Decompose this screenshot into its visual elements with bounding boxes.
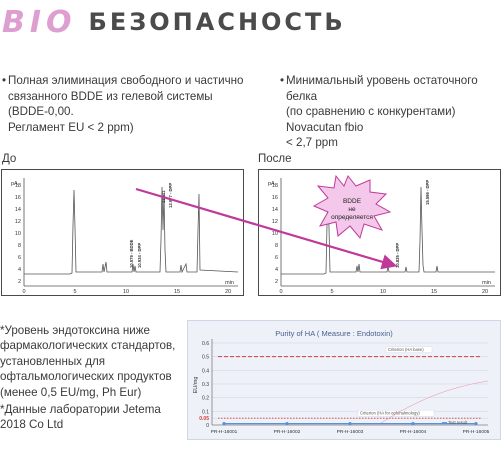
- y-tick-label: 14: [15, 207, 21, 213]
- y-tick-label: 2: [18, 279, 21, 285]
- footnote-endotoxin: *Уровень эндотоксина ниже фармакологичес…: [0, 324, 176, 399]
- bullet-dot: •: [2, 74, 7, 87]
- y-tick-label: 12: [15, 219, 21, 225]
- reference-label-box: [385, 346, 433, 353]
- y-tick-label: 0.5: [202, 355, 209, 361]
- reference-label-box: [357, 409, 435, 417]
- chromatogram-after-plot: pA 18 16 14 12 10 8 6 4 2 0 5 10 15 20 m…: [268, 178, 495, 295]
- y-tick-label: 0.4: [202, 368, 209, 374]
- x-unit-label: min: [225, 280, 234, 286]
- callout-line: BDDE: [343, 198, 362, 205]
- reference-label: Criterion (HA for ophthalmology): [360, 411, 420, 416]
- data-point: [348, 422, 352, 426]
- callout-line: определяется: [331, 214, 373, 221]
- y-tick-label: 0: [206, 423, 209, 429]
- peak-label: 10.579 - BDDE: [129, 239, 134, 268]
- y-tick-label: 18: [15, 183, 21, 189]
- page-title: БЕЗОПАСНОСТЬ: [88, 8, 346, 36]
- footnotes: *Уровень эндотоксина ниже фармакологичес…: [0, 323, 180, 433]
- x-tick-label: PR-H-16002: [274, 429, 301, 435]
- bullet-line: < 2,7 ppm: [286, 136, 338, 149]
- peak-label: 10.835 - DPP: [395, 243, 400, 268]
- y-axis-label: EU/mg: [193, 377, 199, 394]
- x-tick-label: 5: [330, 289, 333, 295]
- x-unit-label: min: [482, 280, 491, 286]
- y-unit-label: pA: [268, 181, 275, 187]
- x-tick-label: 20: [482, 289, 488, 295]
- x-tick-label: 0: [279, 289, 282, 295]
- bullet-bdde: • Полная элиминация свободного и частичн…: [2, 73, 252, 135]
- y-tick-label: 6: [18, 255, 21, 261]
- footnote-lab: *Данные лаборатории Jetema 2018 Co Ltd: [0, 403, 161, 432]
- y-tick-label: 8: [275, 243, 278, 249]
- bullet-line: связанного BDDE из гелевой системы (BDDE…: [8, 89, 213, 119]
- y-tick-label: 0.6: [202, 341, 209, 347]
- y-tick-label: 16: [272, 195, 278, 201]
- callout-burst: [312, 174, 392, 240]
- y-tick-label: 18: [272, 183, 278, 189]
- x-tick-label: 10: [380, 289, 386, 295]
- x-tick-label: 20: [225, 289, 231, 295]
- data-point: [285, 422, 289, 426]
- y-tick-label: 6: [275, 255, 278, 261]
- y-tick-label: 8: [18, 243, 21, 249]
- label-after: После: [258, 153, 292, 165]
- callout-line: не: [348, 206, 356, 213]
- y-tick-label: 0.05: [199, 416, 209, 422]
- chromatogram-before: pA 18 16 14 12 10 8 6 4 2 0 5 10 15 20 m…: [1, 169, 244, 296]
- y-tick-label: 0.2: [202, 396, 209, 402]
- y-tick-label: 12: [272, 219, 278, 225]
- data-point: [474, 422, 478, 426]
- y-tick-label: 4: [18, 267, 21, 273]
- peak-label: 13.977 - DPP: [168, 183, 173, 208]
- chromatogram-after: pA 18 16 14 12 10 8 6 4 2 0 5 10 15 20 m…: [258, 169, 501, 296]
- y-tick-label: 0.3: [202, 382, 209, 388]
- y-tick-label: 0.1: [202, 409, 209, 415]
- y-unit-label: pA: [11, 181, 18, 187]
- bullet-line: Минимальный уровень остаточного белка: [286, 74, 478, 103]
- bullet-line: Регламент EU < 2 ppm): [8, 120, 134, 134]
- x-tick-label: 5: [73, 289, 76, 295]
- x-tick-label: 0: [22, 289, 25, 295]
- bullet-dot: •: [280, 74, 285, 87]
- x-tick-label: 15: [174, 289, 180, 295]
- y-tick-label: 16: [15, 195, 21, 201]
- brand-wordmark: BIO: [2, 4, 77, 40]
- chart-title: Purity of HA ( Measure : Endotoxin): [275, 329, 393, 338]
- y-tick-label: 2: [275, 279, 278, 285]
- x-tick-label: 15: [431, 289, 437, 295]
- endotoxin-chart: Purity of HA ( Measure : Endotoxin) EU/m…: [193, 329, 490, 435]
- bullet-line: (по сравнению с конкурентами) Novacutan …: [286, 105, 456, 134]
- legend-label: Test result: [448, 420, 468, 425]
- page-header: BIO БЕЗОПАСНОСТЬ: [0, 4, 346, 40]
- x-tick-label: PR-H-16001: [211, 429, 238, 435]
- bullet-line: Полная элиминация свободного и частично: [8, 74, 244, 87]
- bullet-protein: • Минимальный уровень остаточного белка …: [280, 73, 503, 151]
- x-tick-label: PR-H-16004: [400, 429, 427, 435]
- data-point: [411, 422, 415, 426]
- chromatogram-trace: [24, 186, 239, 275]
- data-point: [222, 422, 226, 426]
- label-before: До: [2, 153, 17, 165]
- reference-label: Criterion (HA base): [388, 347, 424, 352]
- trend-curve: [377, 380, 489, 426]
- x-tick-label: PR-H-16005: [463, 429, 490, 435]
- y-tick-label: 10: [15, 231, 21, 237]
- comparison-arrow: [135, 187, 398, 270]
- y-tick-label: 4: [275, 267, 278, 273]
- chromatogram-before-plot: pA 18 16 14 12 10 8 6 4 2 0 5 10 15 20 m…: [11, 178, 239, 295]
- endotoxin-chart-panel: Purity of HA ( Measure : Endotoxin) EU/m…: [187, 320, 501, 440]
- peak-label: 15.596 - DPP: [425, 180, 430, 205]
- peak-label: 10.934 - DPP: [137, 243, 142, 268]
- x-tick-label: 10: [123, 289, 129, 295]
- y-tick-label: 10: [272, 231, 278, 237]
- x-tick-label: PR-H-16003: [337, 429, 364, 435]
- y-tick-label: 14: [272, 207, 278, 213]
